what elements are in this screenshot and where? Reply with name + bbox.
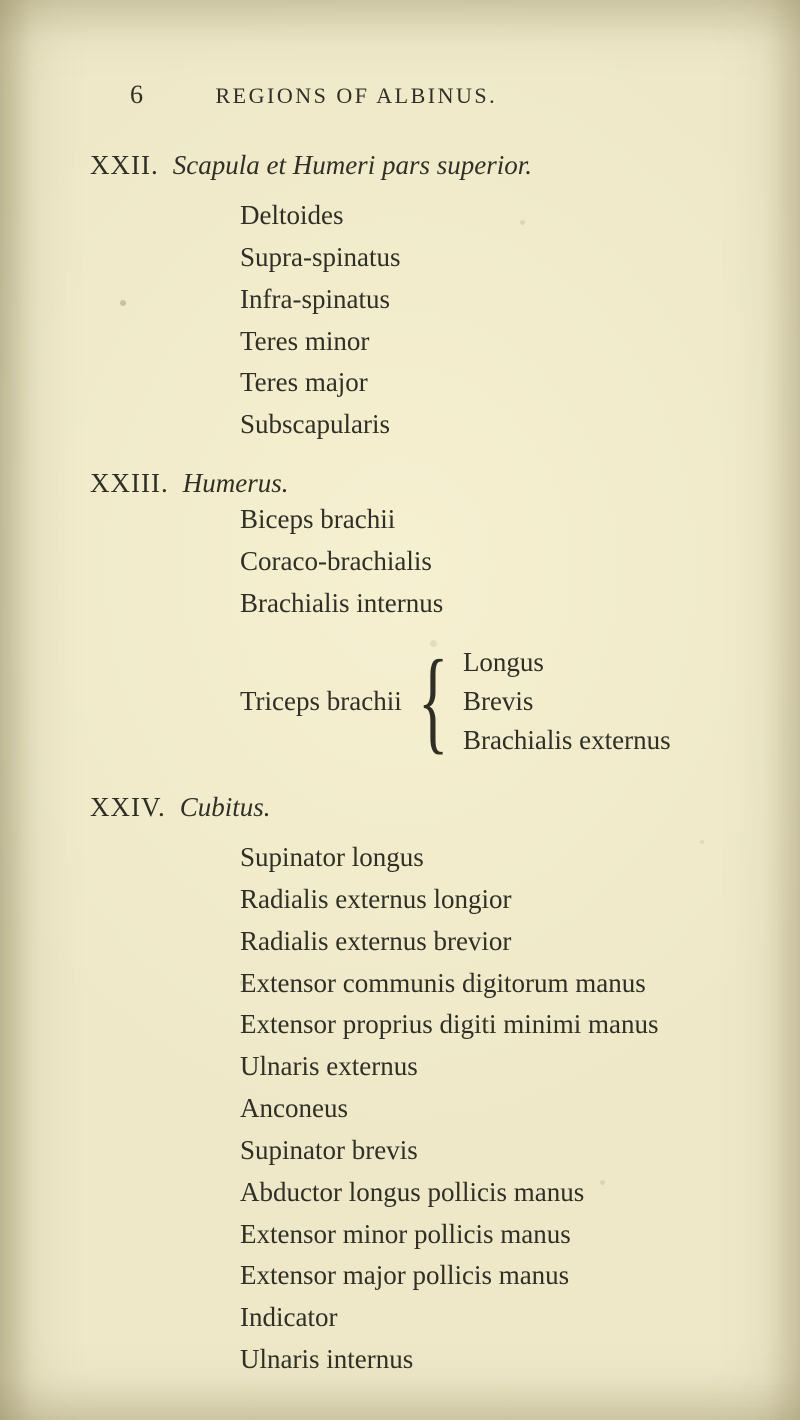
braced-group: Triceps brachii { Longus Brevis Brachial…: [240, 643, 730, 760]
list-item: Brachialis externus: [463, 721, 671, 760]
list-item: Anconeus: [240, 1088, 730, 1130]
section-heading: XXII. Scapula et Humeri pars superior.: [90, 150, 730, 181]
running-header: 6 REGIONS OF ALBINUS.: [130, 80, 730, 110]
section-heading: XXIII. Humerus.: [90, 468, 730, 499]
section-numeral: XXIV.: [90, 792, 166, 823]
list-item: Extensor minor pollicis manus: [240, 1214, 730, 1256]
list-item: Teres minor: [240, 321, 730, 363]
body-list: Biceps brachii Coraco-brachialis Brachia…: [240, 499, 730, 625]
list-item: Indicator: [240, 1297, 730, 1339]
body-list: Deltoides Supra-spinatus Infra-spinatus …: [240, 195, 730, 446]
section-title: Cubitus.: [180, 792, 271, 823]
list-item: Longus: [463, 643, 671, 682]
section-xxii: XXII. Scapula et Humeri pars superior. D…: [90, 150, 730, 446]
list-item: Brevis: [463, 682, 671, 721]
list-item: Ulnaris internus: [240, 1339, 730, 1381]
page-container: 6 REGIONS OF ALBINUS. XXII. Scapula et H…: [0, 0, 800, 1420]
curly-brace-icon: {: [418, 661, 448, 742]
list-item: Radialis externus brevior: [240, 921, 730, 963]
brace-wrap: { Longus Brevis Brachialis externus: [418, 643, 671, 760]
list-item: Teres major: [240, 362, 730, 404]
list-item: Extensor proprius digiti minimi manus: [240, 1004, 730, 1046]
page-number: 6: [130, 80, 144, 110]
section-numeral: XXIII.: [90, 468, 169, 499]
section-title: Humerus.: [183, 468, 289, 499]
section-heading: XXIV. Cubitus.: [90, 792, 730, 823]
list-item: Supinator brevis: [240, 1130, 730, 1172]
running-title: REGIONS OF ALBINUS.: [216, 83, 498, 109]
section-numeral: XXII.: [90, 150, 159, 181]
section-title: Scapula et Humeri pars superior.: [173, 150, 532, 181]
list-item: Supinator longus: [240, 837, 730, 879]
list-item: Coraco-brachialis: [240, 541, 730, 583]
list-item: Subscapularis: [240, 404, 730, 446]
list-item: Biceps brachii: [240, 499, 730, 541]
list-item: Radialis externus longior: [240, 879, 730, 921]
list-item: Extensor major pollicis manus: [240, 1255, 730, 1297]
list-item: Ulnaris externus: [240, 1046, 730, 1088]
brace-items: Longus Brevis Brachialis externus: [463, 643, 671, 760]
section-xxiii: XXIII. Humerus. Biceps brachii Coraco-br…: [90, 468, 730, 760]
braced-label: Triceps brachii: [240, 686, 402, 717]
list-item: Infra-spinatus: [240, 279, 730, 321]
list-item: Supra-spinatus: [240, 237, 730, 279]
list-item: Brachialis internus: [240, 583, 730, 625]
body-list: Supinator longus Radialis externus longi…: [240, 837, 730, 1381]
section-xxiv: XXIV. Cubitus. Supinator longus Radialis…: [90, 792, 730, 1381]
list-item: Abductor longus pollicis manus: [240, 1172, 730, 1214]
list-item: Extensor communis digitorum manus: [240, 963, 730, 1005]
list-item: Deltoides: [240, 195, 730, 237]
